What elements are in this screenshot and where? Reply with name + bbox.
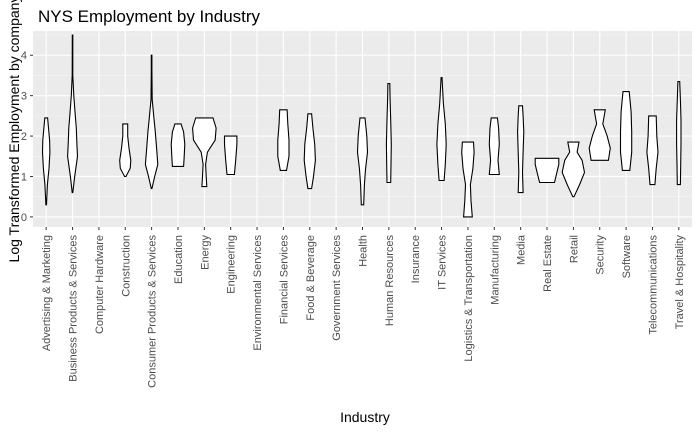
x-tick-label: Insurance: [410, 235, 422, 283]
x-tick-label: Food & Beverage: [305, 235, 317, 321]
x-tick-label: Energy: [199, 235, 211, 270]
y-tick-label: 0: [21, 212, 27, 224]
violin: [67, 34, 79, 194]
violin: [561, 141, 586, 198]
y-axis: 0 1 2 3 4: [21, 50, 33, 224]
x-tick-label: Security: [595, 235, 607, 275]
violin: [646, 115, 659, 186]
violin: [385, 82, 392, 184]
x-axis: Advertising & Marketing Business Products…: [41, 227, 686, 388]
x-tick-label: Media: [516, 234, 528, 265]
x-tick-label: Telecommunications: [647, 235, 659, 335]
y-tick-label: 4: [21, 50, 27, 62]
x-tick-label: IT Services: [437, 235, 449, 290]
violin: [170, 123, 186, 167]
x-tick-label: Construction: [120, 235, 132, 297]
violin: [588, 109, 611, 161]
x-tick-label: Environmental Services: [252, 235, 264, 351]
x-tick-label: Health: [358, 235, 370, 267]
violins: [41, 34, 682, 218]
violin: [144, 54, 159, 190]
violin: [356, 117, 369, 206]
x-axis-title: Industry: [340, 409, 390, 425]
x-tick-label: Logistics & Transportation: [463, 235, 475, 362]
chart-title: NYS Employment by Industry: [38, 7, 261, 26]
x-tick-label: Software: [621, 235, 633, 278]
violin: [676, 80, 682, 186]
x-tick-label: Manufacturing: [489, 235, 501, 305]
violin: [436, 76, 447, 182]
violin: [41, 117, 51, 206]
violin: [192, 117, 217, 188]
violin: [277, 109, 290, 171]
y-tick-label: 3: [21, 91, 27, 103]
x-tick-label: Computer Hardware: [94, 235, 106, 334]
x-tick-label: Retail: [568, 235, 580, 263]
y-axis-title: Log Transformed Employment by company: [6, 0, 22, 262]
x-tick-label: Business Products & Services: [68, 235, 80, 382]
x-tick-label: Travel & Hospitality: [674, 235, 686, 330]
violin: [534, 157, 560, 184]
violin: [461, 141, 475, 218]
violin: [517, 105, 525, 194]
x-tick-label: Education: [173, 235, 185, 284]
x-tick-label: Financial Services: [278, 235, 290, 325]
violin: [223, 135, 238, 176]
x-tick-label: Government Services: [331, 235, 343, 341]
violin: [619, 91, 633, 171]
violin: [303, 113, 316, 190]
x-tick-label: Advertising & Marketing: [41, 235, 53, 351]
x-tick-label: Human Resources: [384, 235, 396, 327]
y-tick-label: 2: [21, 131, 27, 143]
x-tick-label: Real Estate: [542, 235, 554, 292]
y-tick-label: 1: [21, 171, 27, 183]
x-tick-label: Consumer Products & Services: [147, 235, 159, 388]
x-tick-label: Engineering: [226, 235, 238, 294]
violin: [488, 117, 500, 176]
violin: [119, 123, 132, 178]
